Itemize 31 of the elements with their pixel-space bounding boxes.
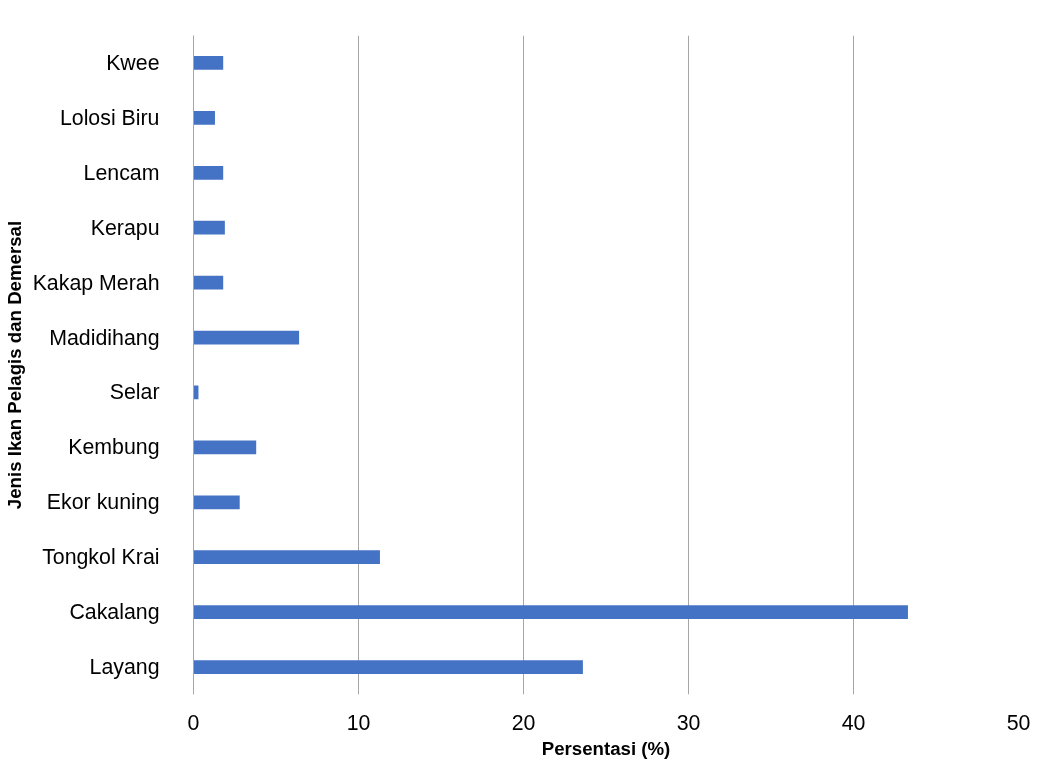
x-tick-label: 10 — [346, 710, 371, 735]
bar — [193, 330, 300, 345]
x-tick-label: 0 — [187, 710, 200, 735]
bar — [193, 495, 240, 510]
y-tick-label: Kembung — [68, 435, 160, 460]
y-tick-label: Cakalang — [69, 600, 160, 625]
y-tick-label: Selar — [109, 380, 160, 405]
x-tick-label: 40 — [841, 710, 866, 735]
x-axis-title: Persentasi (%) — [541, 737, 671, 759]
y-tick-label: Layang — [89, 655, 160, 680]
bar — [193, 605, 908, 619]
bar — [193, 220, 225, 235]
y-axis-title: Jenis Ikan Pelagis dan Demersal — [3, 220, 25, 510]
bar — [193, 275, 224, 290]
y-tick-label: Kakap Merah — [32, 270, 160, 295]
bar — [193, 440, 257, 455]
x-tick-label: 30 — [676, 710, 701, 735]
bar — [193, 660, 583, 674]
x-tick-label: 20 — [511, 710, 536, 735]
y-tick-label: Lencam — [83, 160, 160, 185]
bar — [193, 56, 224, 70]
y-tick-label: Kerapu — [90, 215, 160, 240]
y-tick-label: Lolosi Biru — [59, 105, 160, 130]
y-tick-label: Kwee — [106, 50, 160, 75]
bar — [193, 165, 224, 180]
x-tick-label: 50 — [1006, 710, 1031, 735]
y-tick-label: Madidihang — [49, 325, 160, 350]
bar — [193, 550, 380, 565]
y-tick-label: Tongkol Krai — [42, 545, 160, 570]
y-tick-label: Ekor kuning — [46, 490, 160, 515]
bar — [193, 111, 215, 125]
